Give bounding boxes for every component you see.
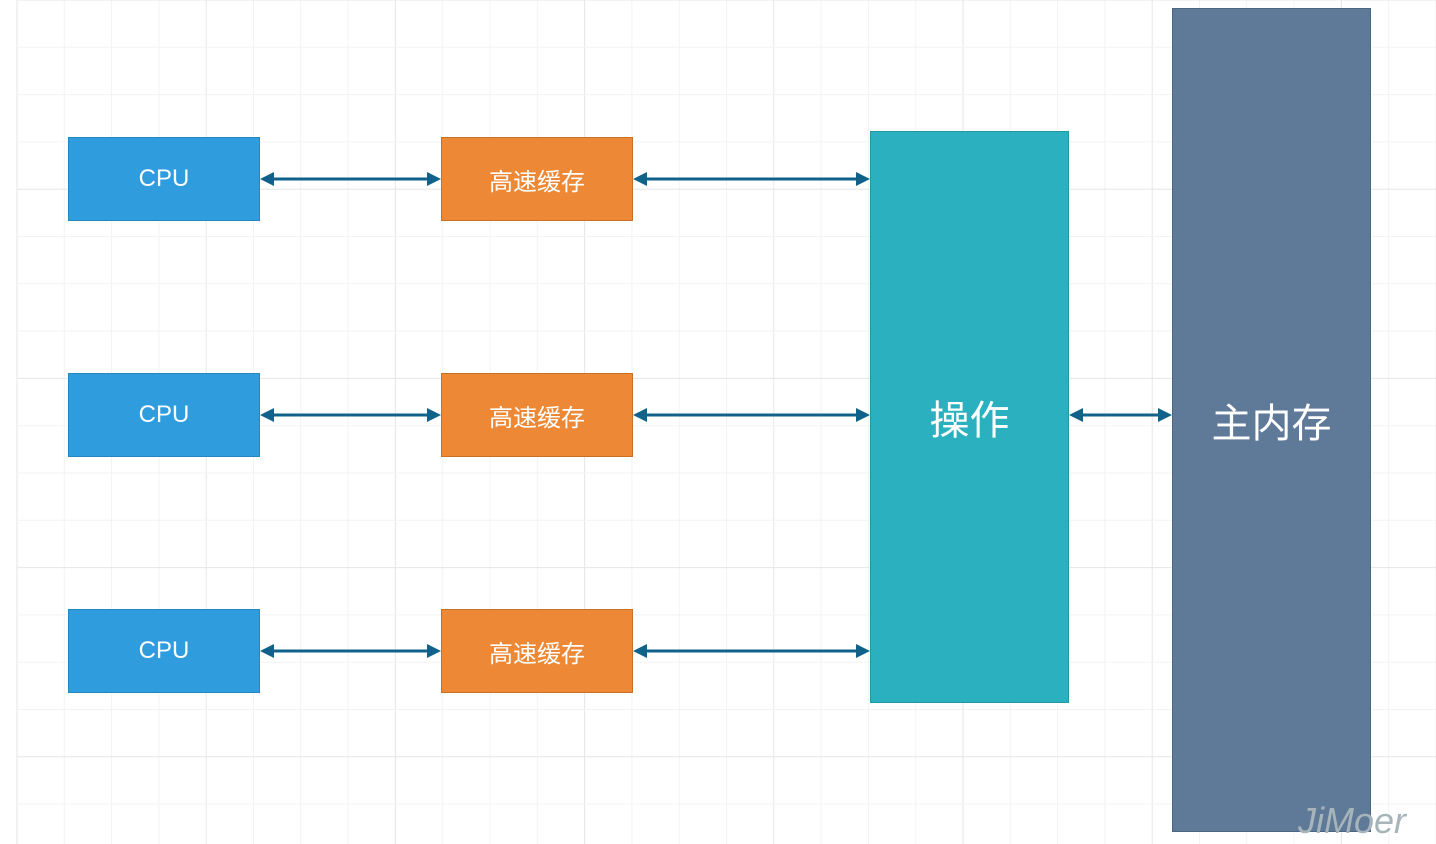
cache-node-3: 高速缓存: [441, 609, 633, 693]
cpu-node-2: CPU: [68, 373, 260, 457]
cpu-node-2-label: CPU: [139, 401, 190, 429]
main-memory-node-label: 主内存: [1212, 391, 1332, 449]
diagram-canvas: CPU CPU CPU 高速缓存 高速缓存 高速缓存 操作 主内存 JiMoer: [0, 0, 1436, 844]
operation-node-label: 操作: [930, 388, 1010, 446]
cache-node-1: 高速缓存: [441, 137, 633, 221]
cache-node-2: 高速缓存: [441, 373, 633, 457]
cpu-node-3-label: CPU: [139, 637, 190, 665]
cpu-node-1: CPU: [68, 137, 260, 221]
cpu-node-3: CPU: [68, 609, 260, 693]
cache-node-2-label: 高速缓存: [489, 398, 585, 433]
main-memory-node: 主内存: [1172, 8, 1371, 832]
operation-node: 操作: [870, 131, 1069, 703]
cache-node-3-label: 高速缓存: [489, 634, 585, 669]
cache-node-1-label: 高速缓存: [489, 162, 585, 197]
watermark-text: JiMoer: [1298, 800, 1406, 842]
cpu-node-1-label: CPU: [139, 165, 190, 193]
